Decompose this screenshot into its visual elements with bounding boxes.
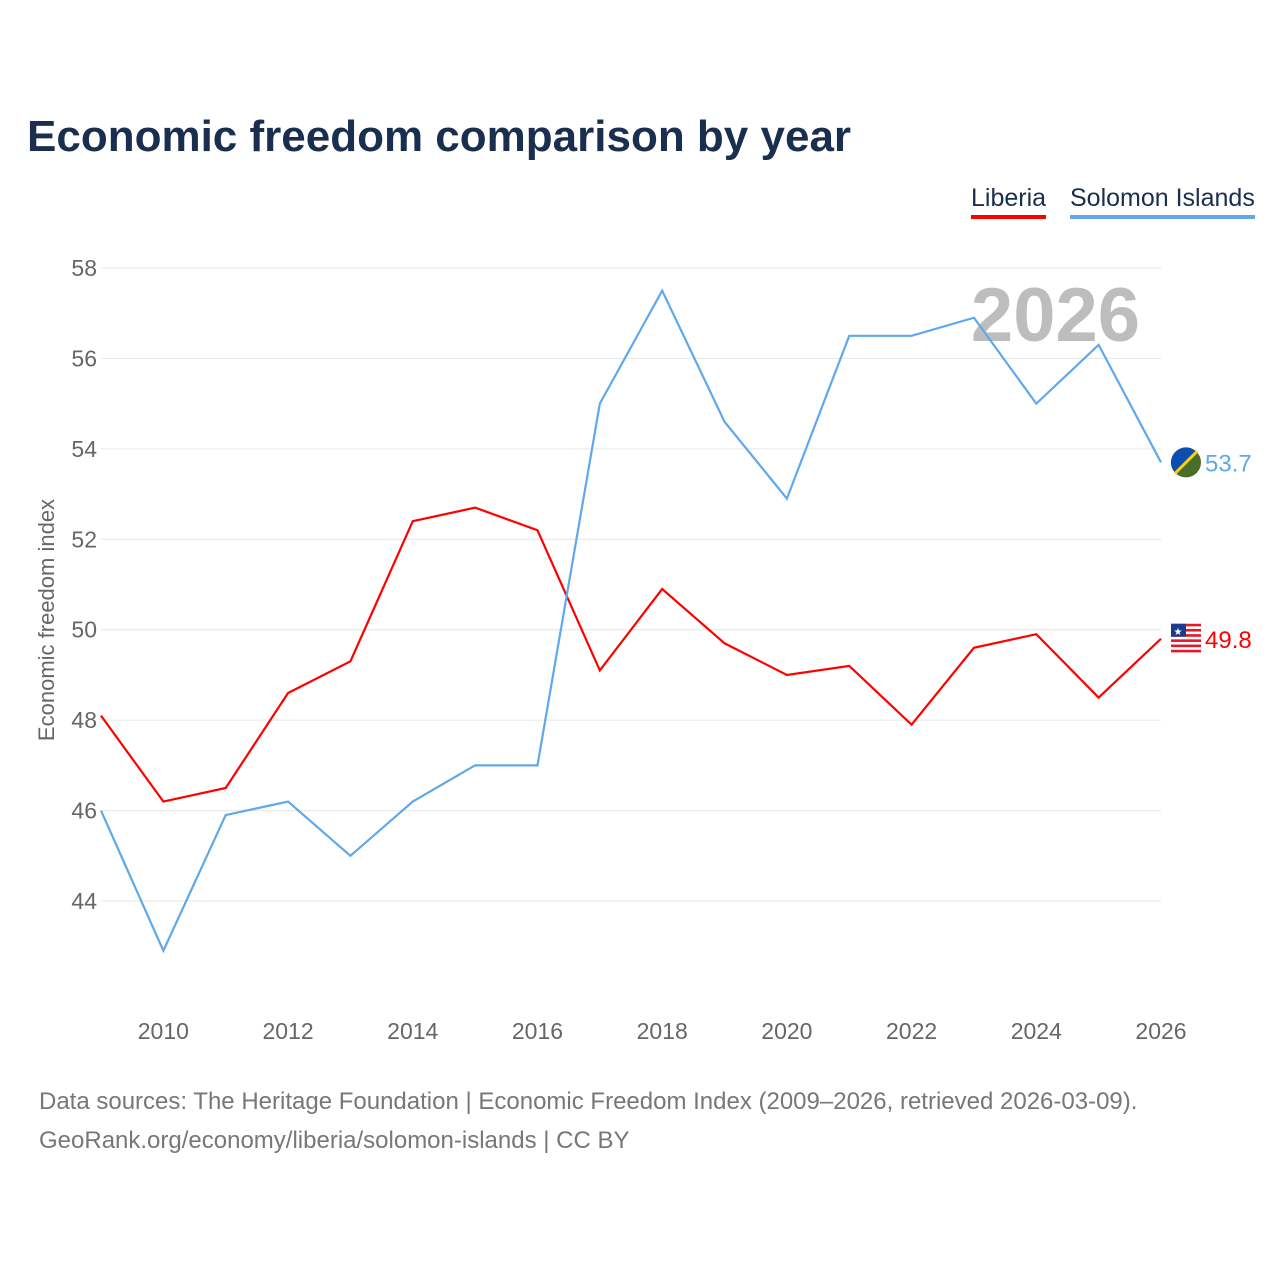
flag-canton xyxy=(1171,623,1186,637)
flag-icon: ★ xyxy=(1171,623,1201,654)
x-tick-label: 2026 xyxy=(1135,1018,1186,1044)
y-tick-label: 54 xyxy=(71,436,97,462)
y-tick-label: 58 xyxy=(71,255,97,281)
series-line-solomon-islands xyxy=(99,288,1162,954)
footer-attribution: GeoRank.org/economy/liberia/solomon-isla… xyxy=(39,1127,630,1154)
x-tick-label: 2022 xyxy=(886,1018,937,1044)
year-watermark: 2026 xyxy=(971,273,1140,358)
x-tick-label: 2018 xyxy=(637,1018,688,1044)
x-tick-label: 2016 xyxy=(512,1018,563,1044)
footer-sources: Data sources: The Heritage Foundation | … xyxy=(39,1088,1138,1115)
y-tick-label: 52 xyxy=(71,526,97,552)
y-tick-label: 56 xyxy=(71,345,97,371)
x-tick-label: 2010 xyxy=(138,1018,189,1044)
x-tick-label: 2014 xyxy=(387,1018,438,1044)
flag-star: ★ xyxy=(1174,627,1183,638)
flag-blue xyxy=(1171,447,1197,474)
legend-liberia[interactable]: Liberia xyxy=(971,184,1047,219)
y-tick-label: 46 xyxy=(71,798,97,824)
series-line-liberia xyxy=(100,506,1162,803)
x-tick-label: 2012 xyxy=(262,1018,313,1044)
flag-stripe xyxy=(1171,649,1201,653)
flag-stripe xyxy=(1171,639,1201,642)
y-tick-label: 50 xyxy=(71,617,97,643)
y-axis-label: Economic freedom index xyxy=(34,499,59,741)
end-value-label: 53.7 xyxy=(1205,450,1252,477)
chart-title: Economic freedom comparison by year xyxy=(27,112,852,161)
x-tick-label: 2024 xyxy=(1011,1018,1062,1044)
legend-solomon-islands[interactable]: Solomon Islands xyxy=(1070,184,1255,219)
flag-diagonal xyxy=(1173,450,1199,475)
flag-icon xyxy=(1171,447,1201,478)
end-value-label: 49.8 xyxy=(1205,627,1252,654)
x-tick-label: 2020 xyxy=(761,1018,812,1044)
y-tick-label: 44 xyxy=(71,888,97,914)
y-tick-label: 48 xyxy=(71,707,97,733)
flag-stripe xyxy=(1171,644,1201,648)
